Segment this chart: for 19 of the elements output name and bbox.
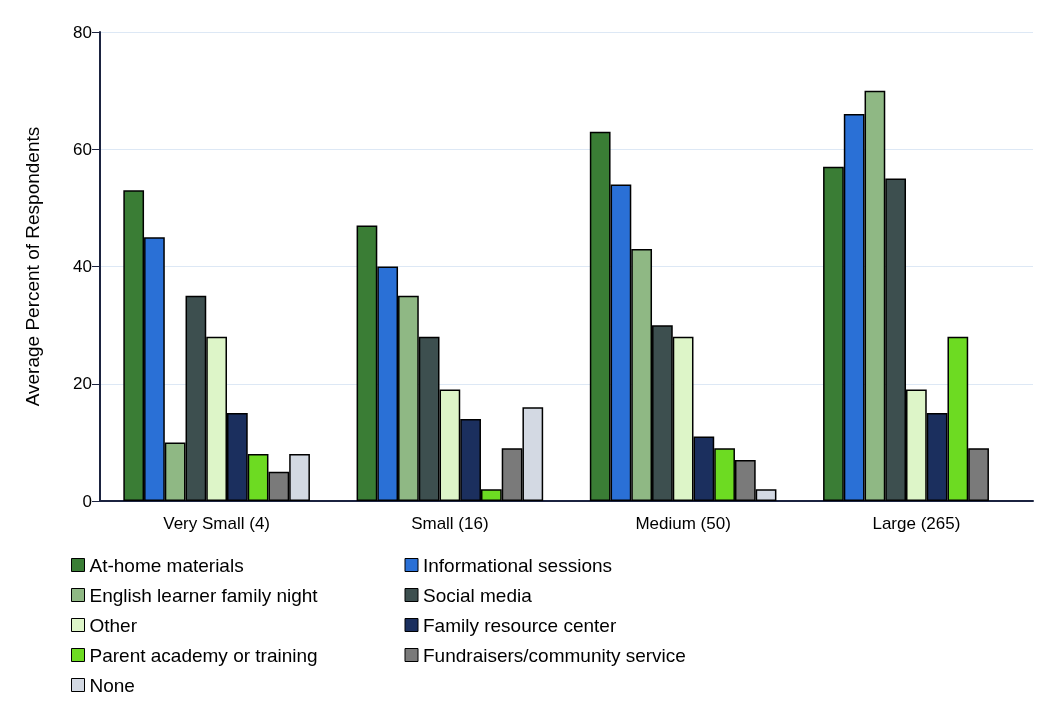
x-tick-label: Very Small (4) (163, 514, 270, 533)
legend-label: Social media (423, 584, 533, 606)
y-tick-label: 20 (73, 374, 92, 394)
legend-label: None (89, 674, 135, 696)
x-tick-label: Medium (50) (635, 514, 731, 533)
y-tick-label: 0 (82, 491, 92, 511)
legend-label: Fundraisers/community service (423, 644, 686, 666)
legend-label: English learner family night (89, 584, 319, 606)
x-tick-label: Small (16) (411, 514, 489, 533)
y-axis-title: Average Percent of Respondents (22, 126, 43, 407)
legend-label: At-home materials (89, 554, 244, 576)
y-tick-label: 40 (73, 257, 92, 276)
legend-label: Other (89, 614, 138, 636)
x-tick-label: Large (265) (872, 514, 961, 533)
y-tick-label: 80 (73, 22, 92, 42)
legend-label: Informational sessions (423, 554, 613, 576)
y-tick-label: 60 (73, 139, 92, 159)
legend-label: Family resource center (423, 614, 617, 636)
legend-label: Parent academy or training (89, 644, 318, 666)
